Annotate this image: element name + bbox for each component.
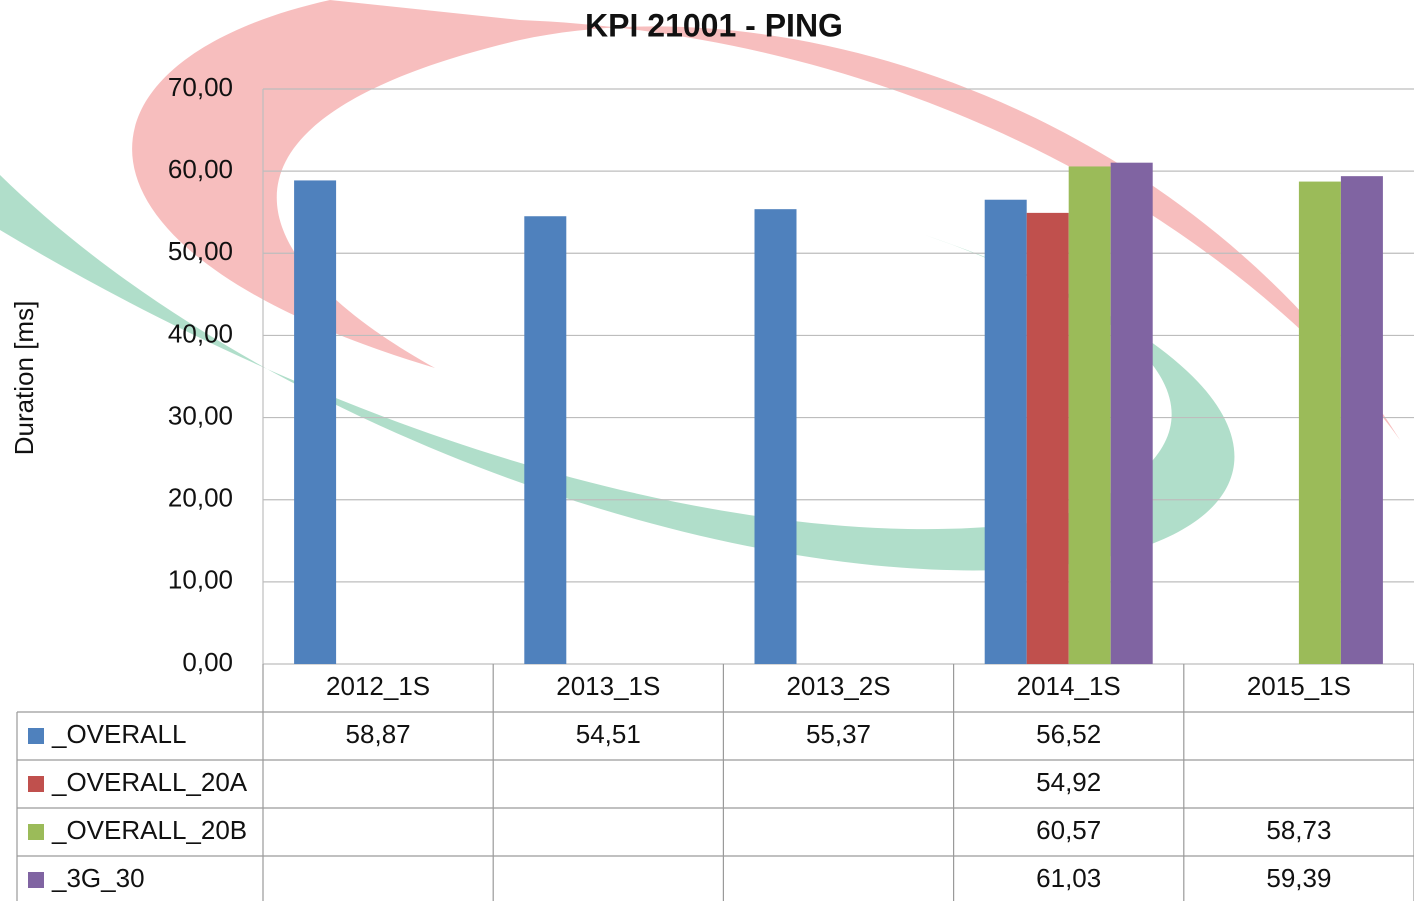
legend-label: _OVERALL — [51, 719, 186, 749]
x-tick-label: 2013_2S — [786, 671, 890, 701]
bar — [1110, 162, 1153, 665]
y-tick-label: 70,00 — [168, 72, 233, 102]
legend-label: _OVERALL_20B — [51, 815, 247, 845]
bar — [1068, 166, 1111, 665]
bar — [984, 199, 1027, 664]
legend-swatch — [28, 824, 44, 840]
legend-label: _3G_30 — [51, 863, 145, 893]
table-value: 56,52 — [1036, 719, 1101, 749]
legend-swatch — [28, 776, 44, 792]
y-tick-label: 30,00 — [168, 400, 233, 430]
y-tick-label: 0,00 — [182, 647, 233, 677]
bar — [1298, 181, 1341, 664]
y-tick-label: 20,00 — [168, 483, 233, 513]
bar — [1026, 212, 1069, 664]
bar — [754, 209, 797, 665]
table-value: 58,87 — [346, 719, 411, 749]
table-value: 61,03 — [1036, 863, 1101, 893]
x-tick-label: 2015_1S — [1247, 671, 1351, 701]
background-swirl — [132, 0, 1401, 440]
table-value: 58,73 — [1266, 815, 1331, 845]
y-axis-label: Duration [ms] — [9, 301, 39, 456]
x-tick-label: 2013_1S — [556, 671, 660, 701]
legend-swatch — [28, 872, 44, 888]
chart-title: KPI 21001 - PING — [585, 7, 843, 43]
bar — [1340, 176, 1383, 664]
table-value: 54,51 — [576, 719, 641, 749]
y-tick-label: 60,00 — [168, 154, 233, 184]
bar — [294, 180, 337, 665]
legend-swatch — [28, 728, 44, 744]
bar — [524, 216, 567, 664]
table-value: 55,37 — [806, 719, 871, 749]
y-tick-label: 50,00 — [168, 236, 233, 266]
table-value: 59,39 — [1266, 863, 1331, 893]
table-value: 54,92 — [1036, 767, 1101, 797]
x-tick-label: 2014_1S — [1017, 671, 1121, 701]
legend-label: _OVERALL_20A — [51, 767, 248, 797]
x-tick-label: 2012_1S — [326, 671, 430, 701]
y-tick-label: 40,00 — [168, 318, 233, 348]
y-tick-label: 10,00 — [168, 565, 233, 595]
table-value: 60,57 — [1036, 815, 1101, 845]
